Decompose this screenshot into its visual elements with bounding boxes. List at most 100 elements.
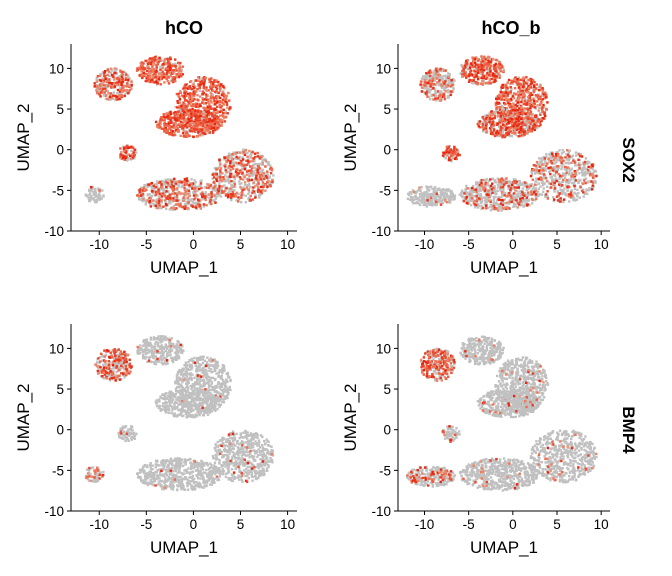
- cell-point: [460, 191, 463, 194]
- cell-point: [492, 202, 495, 205]
- cell-point: [151, 76, 154, 79]
- cell-point: [443, 98, 447, 101]
- cell-point: [541, 117, 544, 120]
- cell-point: [501, 83, 505, 87]
- cell-point: [256, 170, 259, 174]
- cell-point: [247, 169, 251, 172]
- column-title-hco-b: hCO_b: [481, 18, 540, 38]
- cell-point: [156, 206, 159, 210]
- cell-point: [202, 197, 206, 201]
- cell-point: [539, 95, 542, 98]
- cell-point: [573, 180, 576, 183]
- cell-point: [506, 112, 510, 115]
- cell-point: [175, 125, 178, 128]
- cell-point: [508, 199, 511, 202]
- cell-point: [521, 113, 524, 117]
- cell-point: [146, 185, 149, 188]
- cell-point: [516, 183, 519, 186]
- cell-point: [541, 110, 544, 114]
- cell-point: [510, 113, 513, 116]
- cell-point: [554, 161, 557, 164]
- cell-point: [502, 134, 505, 138]
- cell-point: [443, 74, 446, 78]
- cell-point: [429, 98, 432, 101]
- cell-point: [498, 74, 501, 77]
- cell-point: [553, 188, 556, 192]
- cell-point: [581, 168, 585, 172]
- cell-point: [183, 183, 186, 186]
- cell-point: [188, 186, 191, 189]
- cell-point: [115, 83, 119, 86]
- cell-point: [188, 96, 191, 99]
- cell-point: [169, 79, 172, 83]
- cell-point: [187, 118, 190, 121]
- cell-point: [470, 69, 473, 72]
- cell-point: [438, 73, 441, 77]
- cell-point: [506, 81, 509, 84]
- cell-point: [222, 90, 225, 93]
- cell-point: [566, 161, 570, 165]
- cell-point: [578, 167, 581, 170]
- cell-point: [533, 123, 536, 126]
- cell-point: [500, 96, 504, 100]
- cell-point: [141, 189, 145, 192]
- cell-point: [172, 189, 175, 192]
- cell-point: [165, 185, 168, 189]
- cell-point: [154, 204, 157, 207]
- cell-point: [500, 129, 504, 132]
- cell-point: [243, 181, 247, 184]
- cell-point: [191, 200, 195, 204]
- cell-point: [494, 114, 497, 118]
- cell-point: [113, 85, 116, 89]
- cell-point: [221, 98, 225, 101]
- cell-point: [256, 178, 259, 181]
- cell-point: [171, 76, 174, 79]
- cell-point: [476, 122, 479, 126]
- cell-point: [212, 176, 216, 179]
- cell-point: [523, 184, 526, 188]
- cell-point: [175, 117, 179, 120]
- cell-point: [489, 77, 492, 81]
- cell-point: [221, 119, 225, 122]
- cell-point: [498, 121, 501, 124]
- cell-point: [219, 175, 222, 178]
- cell-point: [238, 183, 241, 186]
- cell-point: [245, 173, 248, 176]
- cell-point: [196, 110, 199, 113]
- cell-point: [486, 65, 489, 68]
- cell-point: [553, 167, 556, 170]
- cell-point: [191, 182, 195, 185]
- cell-point: [440, 69, 443, 73]
- cell-point: [518, 127, 521, 130]
- cell-point: [503, 98, 506, 101]
- cell-point: [531, 187, 535, 191]
- cell-point: [488, 118, 492, 121]
- cell-point: [98, 90, 101, 94]
- cell-point: [424, 75, 427, 78]
- cell-point: [559, 182, 563, 185]
- cell-point: [213, 167, 217, 170]
- cell-point: [424, 84, 427, 87]
- cell-point: [566, 153, 570, 157]
- cell-point: [474, 56, 478, 59]
- cell-point: [209, 127, 213, 130]
- cell-point: [161, 192, 165, 195]
- cell-point: [150, 184, 153, 188]
- cell-point: [164, 63, 168, 66]
- cell-point: [120, 78, 123, 81]
- cell-point: [484, 82, 487, 85]
- cell-point: [537, 106, 541, 110]
- cell-point: [190, 92, 193, 96]
- cell-point: [572, 158, 575, 161]
- cell-point: [543, 95, 546, 98]
- cell-point: [204, 102, 208, 105]
- cell-point: [589, 173, 592, 176]
- cell-point: [106, 68, 109, 71]
- cell-point: [168, 115, 172, 118]
- cell-point: [451, 81, 454, 84]
- cell-point: [569, 174, 573, 177]
- cell-point: [555, 166, 558, 169]
- cell-point: [477, 120, 480, 123]
- cell-point: [205, 97, 208, 100]
- cell-point: [563, 187, 566, 190]
